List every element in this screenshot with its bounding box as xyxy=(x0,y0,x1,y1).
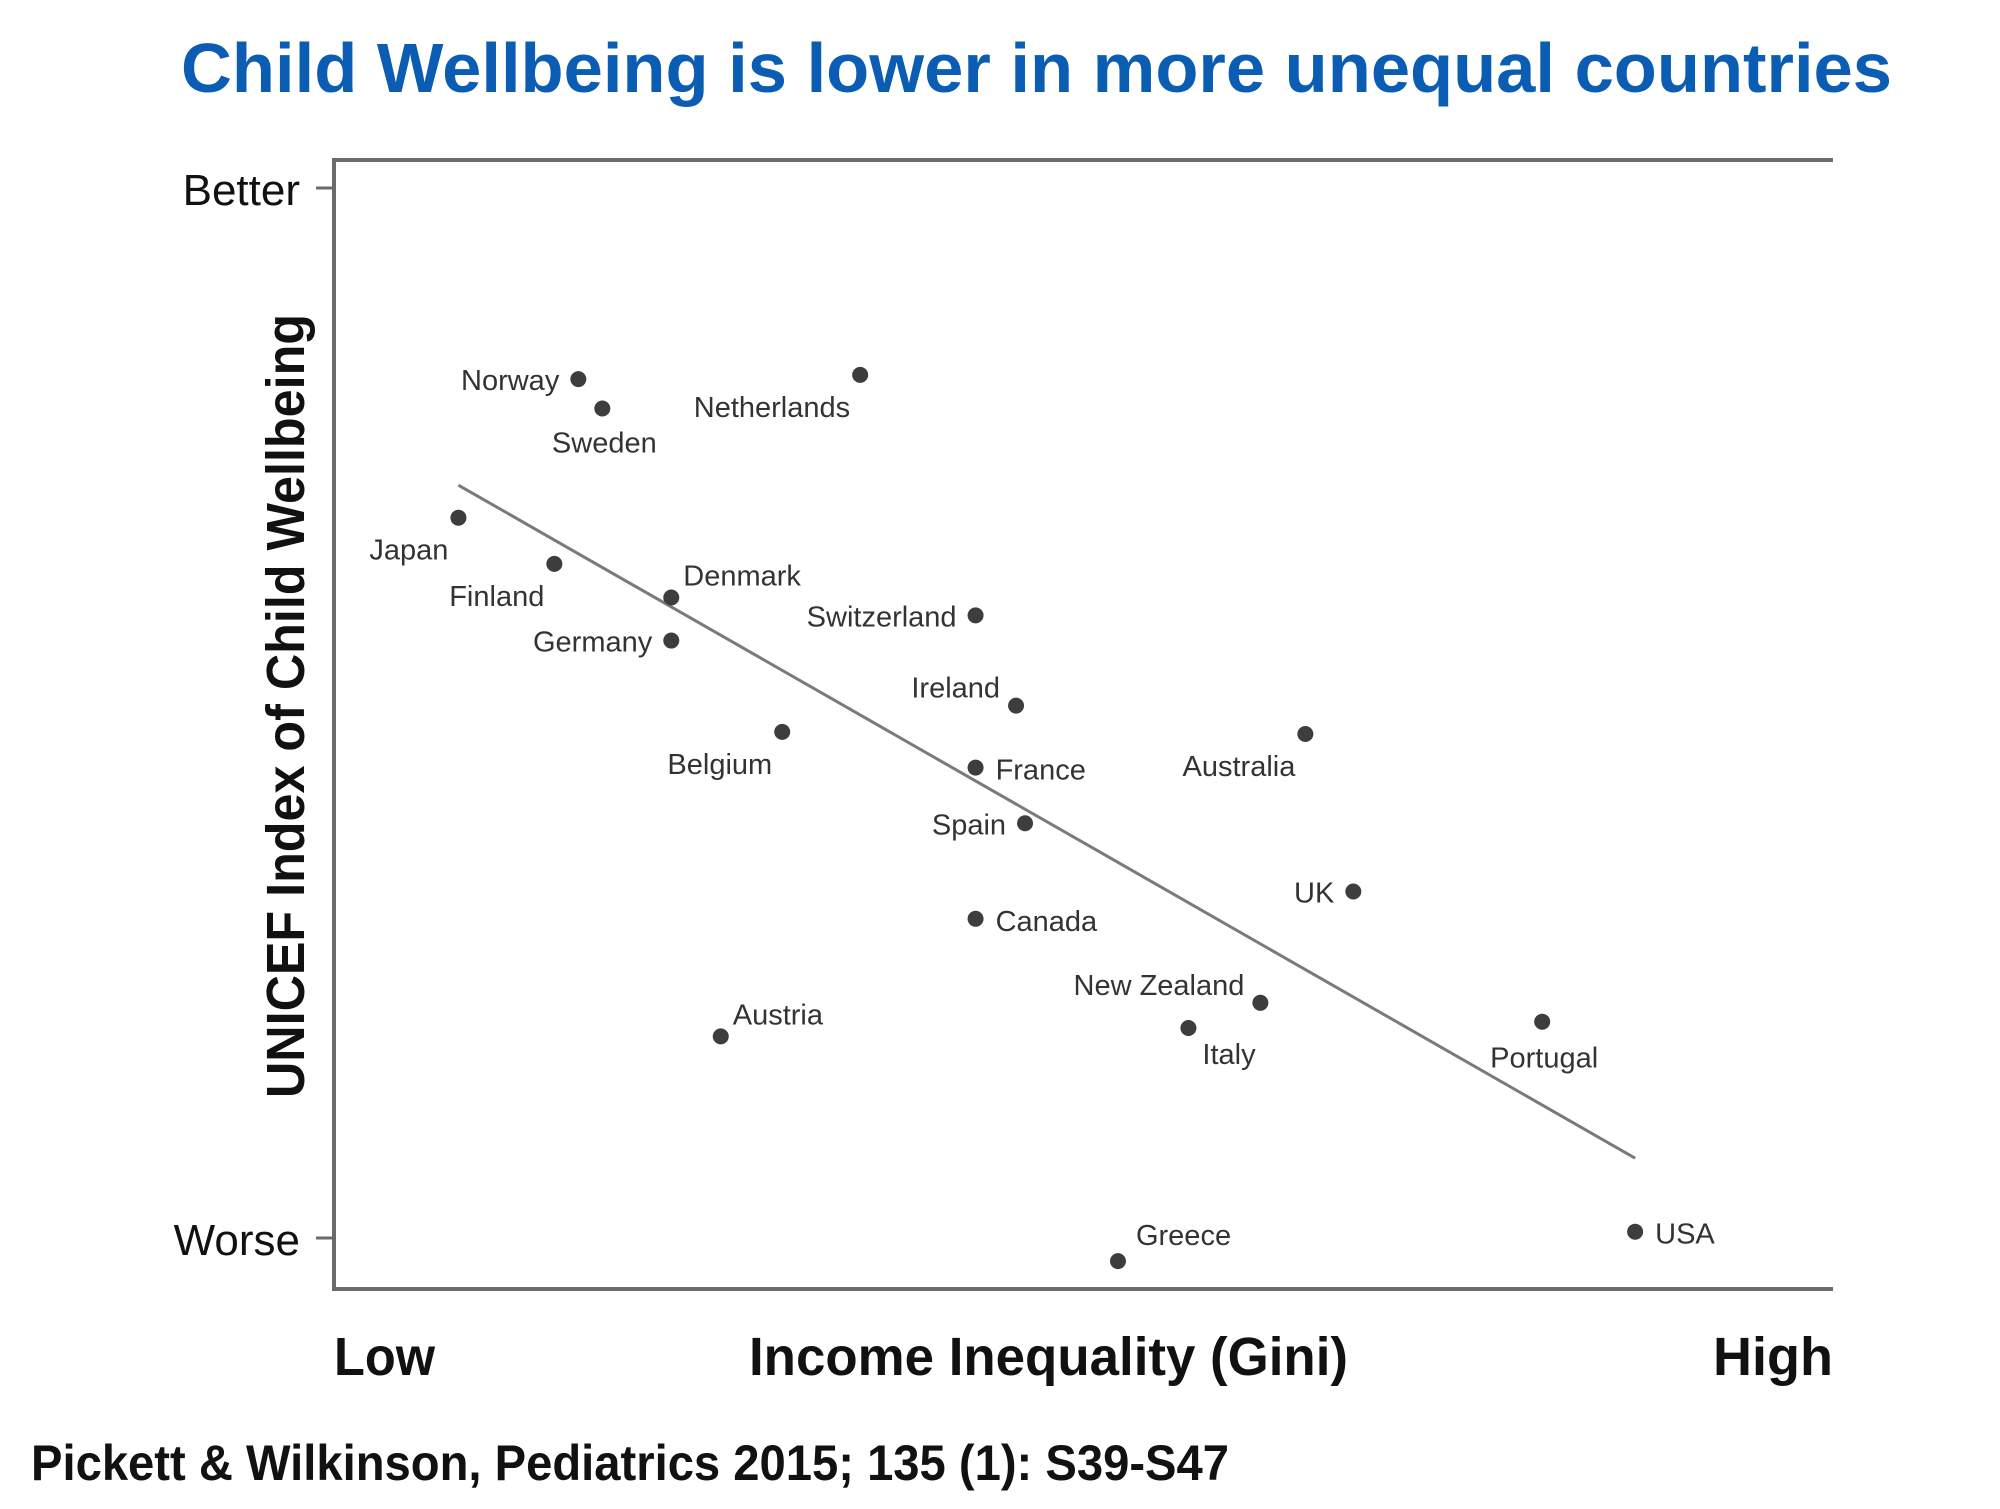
data-point-belgium xyxy=(774,723,791,740)
point-label-greece: Greece xyxy=(1136,1220,1231,1252)
data-point-italy xyxy=(1180,1020,1197,1036)
citation-footer: Pickett & Wilkinson, Pediatrics 2015; 13… xyxy=(31,1435,1229,1491)
data-point-finland xyxy=(546,555,563,572)
point-label-japan: Japan xyxy=(369,535,448,567)
point-label-austria: Austria xyxy=(733,999,824,1031)
data-point-new-zealand xyxy=(1252,994,1269,1011)
point-label-australia: Australia xyxy=(1183,751,1297,783)
data-point-australia xyxy=(1297,726,1314,742)
point-label-portugal: Portugal xyxy=(1490,1043,1598,1075)
data-points xyxy=(450,366,1644,1270)
data-point-uk xyxy=(1345,883,1362,900)
point-label-netherlands: Netherlands xyxy=(694,392,850,424)
data-point-denmark xyxy=(663,589,680,606)
data-point-austria xyxy=(712,1028,729,1045)
x-axis-title: Income Inequality (Gini) xyxy=(749,1327,1348,1387)
data-point-spain xyxy=(1017,815,1034,832)
point-label-switzerland: Switzerland xyxy=(807,601,957,633)
point-label-new-zealand: New Zealand xyxy=(1074,970,1245,1002)
point-label-ireland: Ireland xyxy=(911,673,1000,705)
data-point-usa xyxy=(1627,1223,1644,1240)
point-label-denmark: Denmark xyxy=(683,561,801,593)
point-label-sweden: Sweden xyxy=(552,428,657,460)
axes-frame xyxy=(316,158,1833,1291)
data-point-japan xyxy=(450,509,467,526)
data-point-netherlands xyxy=(852,366,869,383)
point-label-canada: Canada xyxy=(996,906,1098,938)
point-label-france: France xyxy=(996,755,1086,787)
point-label-finland: Finland xyxy=(449,581,544,613)
x-tick-label-high: High xyxy=(1713,1327,1833,1387)
point-label-spain: Spain xyxy=(932,809,1006,841)
data-point-sweden xyxy=(594,400,611,417)
point-label-norway: Norway xyxy=(461,365,560,397)
data-point-france xyxy=(967,759,984,776)
x-tick-label-low: Low xyxy=(334,1327,436,1387)
data-point-ireland xyxy=(1008,697,1025,714)
chart-title: Child Wellbeing is lower in more unequal… xyxy=(181,29,1892,107)
data-point-greece xyxy=(1109,1253,1126,1270)
point-label-usa: USA xyxy=(1655,1219,1715,1251)
trend-line xyxy=(457,483,1636,1160)
data-point-canada xyxy=(967,910,984,927)
data-point-switzerland xyxy=(967,607,984,624)
y-tick-label-worse: Worse xyxy=(174,1216,300,1265)
y-tick-label-better: Better xyxy=(183,166,300,215)
y-axis-title: UNICEF Index of Child Wellbeing xyxy=(256,314,316,1098)
point-label-germany: Germany xyxy=(533,627,653,659)
point-label-belgium: Belgium xyxy=(667,749,772,781)
data-point-norway xyxy=(570,371,587,388)
point-label-uk: UK xyxy=(1294,878,1335,910)
data-point-portugal xyxy=(1534,1013,1551,1030)
data-point-germany xyxy=(663,632,680,649)
point-label-italy: Italy xyxy=(1202,1039,1256,1071)
